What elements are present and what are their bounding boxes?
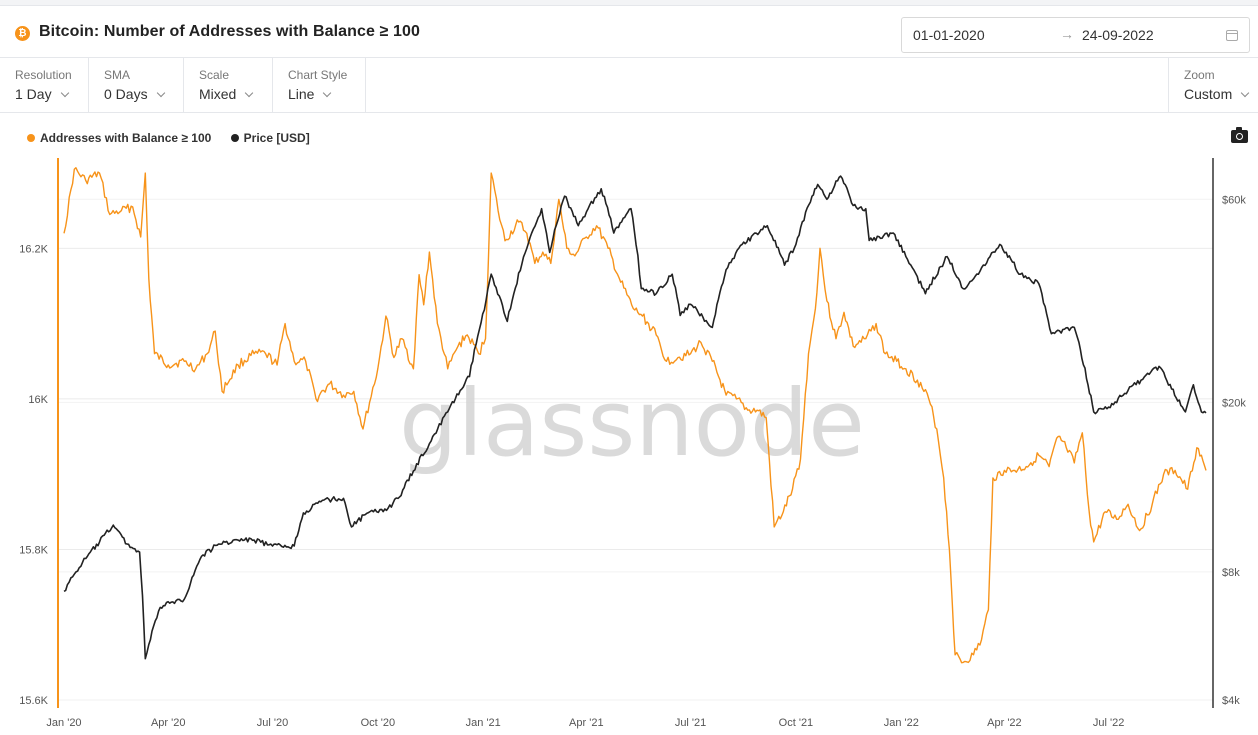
sma-value[interactable]: 0 Days — [104, 86, 165, 102]
y-right-tick-label: $4k — [1222, 695, 1240, 707]
chart-header: ₿ Bitcoin: Number of Addresses with Bala… — [0, 6, 1258, 58]
scale-value[interactable]: Mixed — [199, 86, 254, 102]
x-tick-label: Apr '22 — [987, 717, 1022, 729]
arrow-right-icon: → — [1060, 26, 1074, 42]
y-left-tick-label: 15.6K — [19, 695, 48, 707]
series-layer — [63, 167, 1207, 664]
left-axis-labels: 15.6K 15.8K 16K 16.2K — [19, 243, 48, 707]
date-range-picker[interactable]: 01-01-2020 → 24-09-2022 — [901, 17, 1250, 53]
chevron-down-icon — [156, 88, 165, 98]
chevron-down-icon — [323, 88, 332, 98]
page-title: Bitcoin: Number of Addresses with Balanc… — [39, 23, 420, 40]
y-right-tick-label: $60k — [1222, 194, 1246, 206]
x-tick-label: Jan '22 — [884, 717, 919, 729]
date-end-input[interactable]: 24-09-2022 — [1082, 27, 1154, 43]
chart-legend: Addresses with Balance ≥ 100 Price [USD] — [27, 131, 326, 145]
y-right-tick-label: $20k — [1222, 397, 1246, 409]
scale-select[interactable]: Scale Mixed — [184, 58, 273, 112]
x-tick-label: Jul '21 — [675, 717, 706, 729]
y-left-tick-label: 15.8K — [19, 544, 48, 556]
zoom-label: Zoom — [1184, 68, 1215, 82]
zoom-select[interactable]: Zoom Custom — [1168, 58, 1258, 112]
series-line-price[interactable] — [63, 175, 1207, 660]
resolution-select[interactable]: Resolution 1 Day — [0, 58, 89, 112]
legend-label-price: Price [USD] — [243, 131, 310, 145]
camera-icon[interactable] — [1231, 127, 1248, 143]
y-right-tick-label: $8k — [1222, 567, 1240, 579]
right-axis-labels: $4k $8k $20k $60k — [1222, 194, 1246, 707]
grid-lines — [58, 198, 1213, 701]
legend-item-addresses[interactable]: Addresses with Balance ≥ 100 — [27, 131, 211, 145]
y-left-tick-label: 16K — [28, 394, 48, 406]
watermark: glassnode — [399, 370, 865, 477]
chevron-down-icon — [60, 88, 69, 98]
x-tick-label: Jan '21 — [466, 717, 501, 729]
chart-style-select[interactable]: Chart Style Line — [273, 58, 366, 112]
scale-label: Scale — [199, 68, 230, 82]
top-strip — [0, 0, 1258, 6]
x-tick-label: Jan '20 — [46, 717, 81, 729]
y-left-tick-label: 16.2K — [19, 243, 48, 255]
x-tick-label: Oct '21 — [779, 717, 814, 729]
calendar-icon[interactable] — [1226, 30, 1238, 41]
chart-style-value[interactable]: Line — [288, 86, 332, 102]
date-start-input[interactable]: 01-01-2020 — [913, 27, 985, 43]
series-line-addresses[interactable] — [63, 167, 1207, 664]
x-axis-labels: Jan '20 Apr '20 Jul '20 Oct '20 Jan '21 Apr '… — [46, 717, 1124, 729]
bitcoin-icon: ₿ — [15, 26, 30, 41]
chart-controls: Resolution 1 Day SMA 0 Days Scale Mixed … — [0, 58, 1258, 113]
legend-dot-price — [230, 134, 239, 142]
resolution-value[interactable]: 1 Day — [15, 86, 69, 102]
chevron-down-icon — [245, 88, 254, 98]
x-tick-label: Oct '20 — [361, 717, 396, 729]
x-tick-label: Apr '21 — [569, 717, 604, 729]
sma-label: SMA — [104, 68, 131, 82]
x-tick-label: Jul '22 — [1093, 717, 1124, 729]
legend-item-price[interactable]: Price [USD] — [230, 131, 310, 145]
legend-dot-addresses — [27, 134, 35, 142]
sma-select[interactable]: SMA 0 Days — [89, 58, 184, 112]
chart-style-label: Chart Style — [288, 68, 348, 82]
legend-label-addresses: Addresses with Balance ≥ 100 — [40, 131, 212, 145]
x-tick-label: Apr '20 — [151, 717, 186, 729]
zoom-value[interactable]: Custom — [1184, 86, 1250, 102]
chevron-down-icon — [1240, 88, 1250, 98]
x-tick-label: Jul '20 — [257, 717, 288, 729]
resolution-label: Resolution — [15, 68, 72, 82]
